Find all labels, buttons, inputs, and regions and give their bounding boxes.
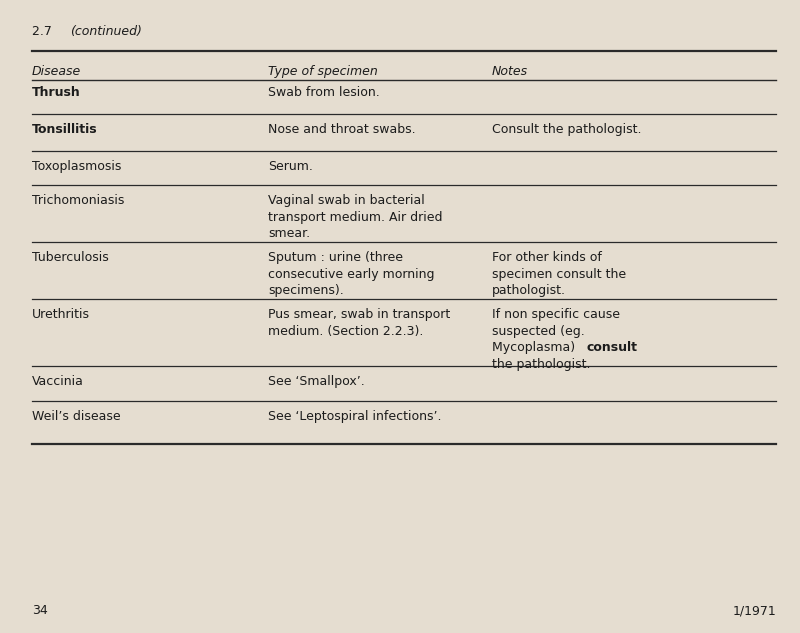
Text: 2.7: 2.7	[32, 25, 60, 39]
Text: Urethritis: Urethritis	[32, 308, 90, 322]
Text: Disease: Disease	[32, 65, 82, 78]
Text: Tonsillitis: Tonsillitis	[32, 123, 98, 136]
Text: Vaccinia: Vaccinia	[32, 375, 84, 388]
Text: 34: 34	[32, 604, 48, 617]
Text: See ‘Smallpox’.: See ‘Smallpox’.	[268, 375, 365, 388]
Text: consult: consult	[586, 341, 638, 354]
Text: Nose and throat swabs.: Nose and throat swabs.	[268, 123, 416, 136]
Text: Toxoplasmosis: Toxoplasmosis	[32, 160, 122, 173]
Text: (continued): (continued)	[70, 25, 142, 39]
Text: Notes: Notes	[492, 65, 528, 78]
Text: 1/1971: 1/1971	[732, 604, 776, 617]
Text: Swab from lesion.: Swab from lesion.	[268, 86, 380, 99]
Text: Serum.: Serum.	[268, 160, 313, 173]
Text: If non specific cause: If non specific cause	[492, 308, 620, 322]
Text: Pus smear, swab in transport
medium. (Section 2.2.3).: Pus smear, swab in transport medium. (Se…	[268, 308, 450, 338]
Text: Consult the pathologist.: Consult the pathologist.	[492, 123, 642, 136]
Text: Vaginal swab in bacterial
transport medium. Air dried
smear.: Vaginal swab in bacterial transport medi…	[268, 194, 442, 241]
Text: Trichomoniasis: Trichomoniasis	[32, 194, 124, 208]
Text: Weil’s disease: Weil’s disease	[32, 410, 121, 423]
Text: Sputum : urine (three
consecutive early morning
specimens).: Sputum : urine (three consecutive early …	[268, 251, 434, 298]
Text: Type of specimen: Type of specimen	[268, 65, 378, 78]
Text: Thrush: Thrush	[32, 86, 81, 99]
Text: For other kinds of
specimen consult the
pathologist.: For other kinds of specimen consult the …	[492, 251, 626, 298]
Text: Mycoplasma): Mycoplasma)	[492, 341, 579, 354]
Text: suspected (eg.: suspected (eg.	[492, 325, 585, 338]
Text: Tuberculosis: Tuberculosis	[32, 251, 109, 265]
Text: the pathologist.: the pathologist.	[492, 358, 590, 371]
Text: See ‘Leptospiral infections’.: See ‘Leptospiral infections’.	[268, 410, 442, 423]
